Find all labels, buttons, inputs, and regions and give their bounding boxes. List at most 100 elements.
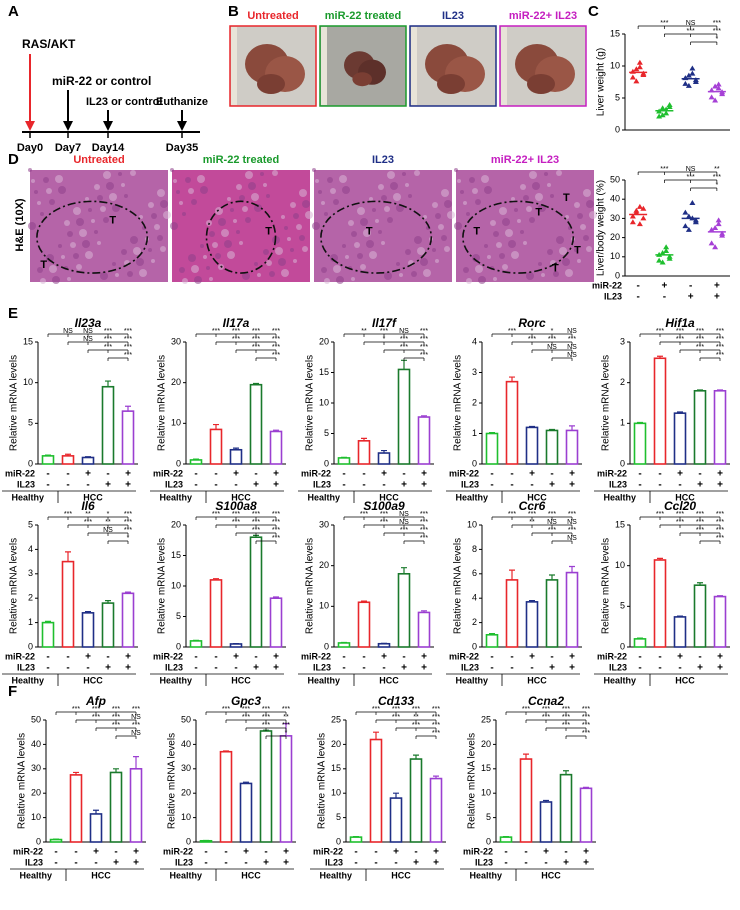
y-tick-label: 0: [28, 641, 33, 651]
tissue-texture: [547, 249, 553, 255]
bar: [231, 644, 242, 647]
sig-label: ***: [568, 511, 576, 518]
tissue-texture: [121, 183, 125, 187]
sig-label: ***: [696, 344, 704, 351]
liver: [257, 74, 285, 94]
tissue-texture: [191, 265, 199, 273]
sig-label: ***: [272, 511, 280, 518]
design-sign: +: [105, 480, 111, 491]
sig-label: ***: [582, 730, 590, 737]
sig-label: ***: [676, 328, 684, 335]
tissue-texture: [538, 262, 542, 266]
tissue-texture: [73, 253, 79, 259]
design-sign: -: [224, 858, 227, 869]
design-sign: -: [342, 652, 345, 663]
bar: [715, 597, 726, 647]
tissue-texture: [529, 171, 537, 179]
design-sign: -: [658, 480, 661, 491]
tissue-texture: [88, 208, 92, 212]
bar: [191, 641, 202, 647]
design-sign: -: [244, 858, 247, 869]
design-sign: +: [125, 469, 131, 480]
sig-label: *: [107, 511, 110, 518]
y-tick-label: 0: [336, 836, 341, 846]
design-label: miR-22: [313, 846, 343, 856]
tissue-texture: [118, 172, 122, 176]
bar: [419, 612, 430, 647]
y-tick-label: 5: [28, 418, 33, 428]
sig-label: NS: [567, 535, 577, 542]
sig-label: ***: [420, 352, 428, 359]
tissue-texture: [351, 277, 355, 281]
bar: [351, 837, 362, 842]
y-tick-label: 40: [31, 739, 41, 749]
design-sign: -: [362, 663, 365, 674]
design-sign: +: [433, 847, 439, 858]
bar: [655, 560, 666, 647]
design-sign: +: [253, 663, 259, 674]
tissue-texture: [94, 230, 98, 234]
tissue-texture: [121, 249, 127, 255]
bar: [91, 814, 102, 842]
design-sign: +: [283, 858, 289, 869]
tissue-texture: [423, 269, 431, 277]
tissue-texture: [194, 276, 202, 284]
y-tick-label: 2: [620, 377, 625, 387]
sig-label: NS: [63, 328, 73, 335]
group-label: HCC: [91, 870, 111, 880]
data-point: [689, 200, 695, 205]
design-sign: +: [549, 663, 555, 674]
tissue-texture: [100, 206, 106, 212]
y-tick-label: 15: [319, 367, 329, 377]
bar: [695, 391, 706, 464]
tissue-texture: [315, 179, 319, 183]
bar: [339, 643, 350, 647]
panel-label: C: [588, 3, 599, 20]
design-label: IL23: [165, 479, 183, 489]
design-sign: +: [583, 858, 589, 869]
sig-label: ***: [242, 714, 250, 721]
group-label: Healthy: [169, 870, 202, 880]
design-sign: +: [717, 663, 723, 674]
y-tick-label: 10: [171, 580, 181, 590]
sig-label: ***: [656, 511, 664, 518]
tissue-texture: [212, 242, 218, 248]
design-sign: +: [273, 652, 279, 663]
tissue-texture: [372, 208, 376, 212]
tissue-texture: [405, 183, 409, 187]
design-sign: -: [530, 663, 533, 674]
sig-label: ***: [582, 714, 590, 721]
tissue-texture: [34, 190, 38, 194]
sig-label: ***: [420, 527, 428, 534]
tissue-texture: [523, 195, 529, 201]
sig-label: ***: [132, 706, 140, 713]
design-label: IL23: [461, 662, 479, 672]
bar: [63, 456, 74, 464]
sig-label: ***: [124, 336, 132, 343]
bar: [241, 783, 252, 842]
sig-label: NS: [83, 328, 93, 335]
tissue-texture: [103, 217, 109, 223]
data-point: [640, 215, 646, 220]
tissue-texture: [399, 273, 403, 277]
y-tick-label: 0: [186, 836, 191, 846]
design-sign: -: [204, 858, 207, 869]
bar: [527, 602, 538, 647]
tissue-texture: [466, 212, 470, 216]
design-sign: -: [544, 858, 547, 869]
design-label: IL23: [25, 857, 43, 867]
design-label: IL23: [609, 479, 627, 489]
sig-label: NS: [399, 511, 409, 518]
error-bar: [401, 568, 407, 574]
sig-label: NS: [131, 730, 141, 737]
sig-label: NS: [399, 519, 409, 526]
sig-label: ***: [713, 174, 721, 181]
y-tick-label: 10: [615, 560, 625, 570]
tissue-texture: [532, 182, 540, 190]
tissue-texture: [463, 267, 469, 273]
design-sign: +: [583, 847, 589, 858]
group-label: Healthy: [469, 870, 502, 880]
design-sign: -: [636, 292, 639, 303]
photo-label: miR-22+ IL23: [509, 10, 577, 22]
